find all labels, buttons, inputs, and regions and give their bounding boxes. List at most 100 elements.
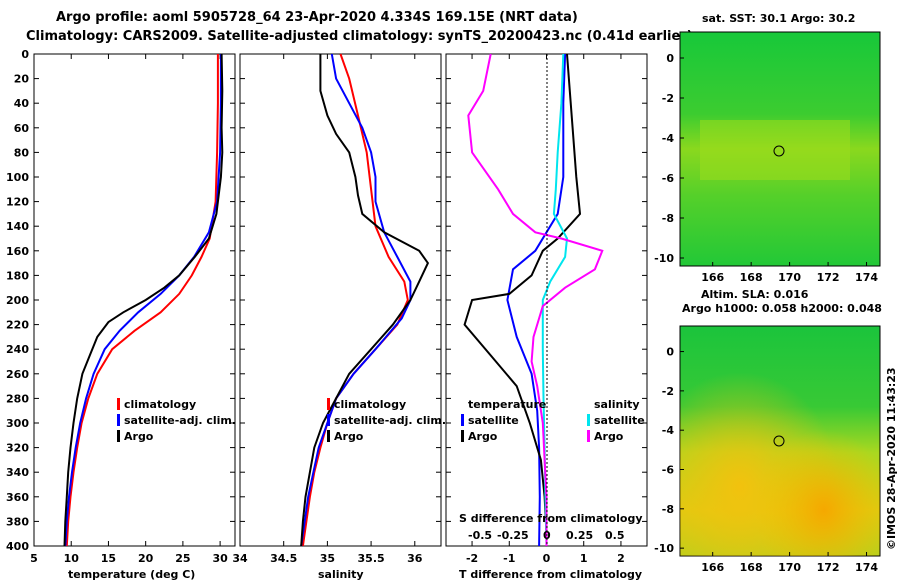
depth-tick-label: 20 — [14, 73, 30, 86]
depth-tick-label: 380 — [6, 515, 29, 528]
temperature-xtick-label: 25 — [175, 552, 190, 565]
legend-argo: Argo — [334, 430, 364, 443]
difference-xtick-label: 2 — [617, 552, 625, 565]
map-xtick-label: 172 — [817, 561, 840, 574]
depth-tick-label: 140 — [6, 220, 29, 233]
salinity-xlabel: salinity — [318, 568, 364, 580]
salinity-difference-axis-label: S difference from climatology — [459, 512, 643, 525]
salinity-xtick-label: 34 — [232, 552, 248, 565]
salinity-difference-ticks: -0.5 -0.25 0 0.25 0.5 — [468, 529, 625, 542]
salinity-xtick-label: 35 — [320, 552, 335, 565]
legend-swatch-s-satellite — [587, 414, 590, 426]
s-diff-tick-2: -0.25 — [497, 529, 529, 542]
temperature-xtick-label: 10 — [64, 552, 80, 565]
difference-xlabel: T difference from climatology — [459, 568, 642, 580]
map-ytick-label: -6 — [662, 172, 675, 185]
legend-swatch-argo — [327, 430, 330, 442]
map-xtick-label: 170 — [778, 271, 801, 284]
salinity-xtick-label: 35.5 — [358, 552, 385, 565]
map-xtick-label: 172 — [817, 271, 840, 284]
s-diff-tick-1: -0.5 — [468, 529, 492, 542]
map-ytick-label: -10 — [654, 542, 674, 555]
salinity-series-argo — [300, 54, 430, 547]
legend-salinity-title: salinity — [594, 398, 640, 411]
x-axes: 5 10 15 20 25 30 34 34.5 35 35.5 36 -2 -1 0 1 2 — [30, 54, 625, 565]
depth-tick-label: 300 — [6, 417, 29, 430]
legend-s-argo: Argo — [594, 430, 624, 443]
legend-swatch-s-argo — [587, 430, 590, 442]
legend-satellite-adj: satellite-adj. clim. — [334, 414, 446, 427]
depth-tick-label: 120 — [6, 196, 29, 209]
depth-tick-label: 240 — [6, 343, 29, 356]
salinity-legend: climatology satellite-adj. clim. Argo — [327, 398, 446, 443]
depth-tick-label: 60 — [14, 122, 30, 135]
map-xtick-label: 174 — [855, 561, 878, 574]
legend-climatology: climatology — [124, 398, 196, 411]
s-diff-tick-5: 0.5 — [605, 529, 625, 542]
legend-climatology: climatology — [334, 398, 406, 411]
depth-tick-label: 340 — [6, 466, 29, 479]
map-xtick-label: 166 — [701, 271, 724, 284]
legend-satellite-adj: satellite-adj. clim. — [124, 414, 236, 427]
argo-location-marker — [773, 145, 785, 157]
sst-map-title: sat. SST: 30.1 Argo: 30.2 — [702, 12, 855, 25]
figure-title-line1: Argo profile: aoml 5905728_64 23-Apr-202… — [56, 10, 578, 25]
depth-tick-label: 400 — [6, 540, 29, 553]
temperature-series-climatology — [65, 54, 219, 547]
sst-map-warm-patch — [700, 120, 850, 180]
temperature-xlabel: temperature (deg C) — [68, 568, 195, 580]
temperature-xtick-label: 20 — [138, 552, 154, 565]
map-ytick-label: -8 — [662, 503, 674, 516]
sla-map-high-b — [680, 326, 880, 556]
argo-location-marker — [773, 435, 785, 447]
salinity-xtick-label: 34.5 — [270, 552, 297, 565]
legend-argo: Argo — [124, 430, 154, 443]
map-ytick-label: -6 — [662, 464, 675, 477]
temperature-xtick-label: 5 — [30, 552, 38, 565]
sst-map-axes: 166 168 170 172 174 0 -2 -4 -6 -8 -10 — [654, 52, 878, 284]
difference-xtick-label: -1 — [503, 552, 515, 565]
map-ytick-label: -2 — [662, 385, 674, 398]
difference-series-temperature-argo — [463, 53, 582, 546]
depth-tick-label: 260 — [6, 368, 29, 381]
temperature-panel — [33, 53, 236, 547]
map-xtick-label: 174 — [855, 271, 878, 284]
s-diff-tick-4: 0.25 — [566, 529, 593, 542]
depth-tick-label: 40 — [14, 97, 30, 110]
profile-lines — [63, 53, 604, 547]
legend-swatch-climatology — [327, 398, 330, 410]
depth-tick-label: 280 — [6, 392, 29, 405]
depth-tick-label: 320 — [6, 442, 29, 455]
depth-tick-label: 80 — [14, 146, 30, 159]
map-xtick-label: 166 — [701, 561, 724, 574]
difference-xtick-label: 0 — [543, 552, 551, 565]
depth-tick-label: 200 — [6, 294, 29, 307]
map-ytick-label: -8 — [662, 212, 674, 225]
depth-tick-label: 100 — [6, 171, 29, 184]
legend-t-satellite: satellite — [468, 414, 519, 427]
legend-swatch-satellite — [327, 414, 330, 426]
s-diff-tick-3: 0 — [543, 529, 551, 542]
legend-t-argo: Argo — [468, 430, 498, 443]
credit-text: ©IMOS 28-Apr-2020 11:43:23 — [885, 367, 898, 550]
map-xtick-label: 168 — [740, 561, 763, 574]
depth-tick-label: 180 — [6, 269, 29, 282]
temperature-xtick-label: 15 — [101, 552, 116, 565]
temperature-legend: climatology satellite-adj. clim. Argo — [117, 398, 236, 443]
difference-legend: temperature satellite Argo salinity sate… — [461, 398, 645, 443]
map-ytick-label: 0 — [666, 52, 674, 65]
depth-tick-label: 160 — [6, 245, 29, 258]
legend-swatch-satellite — [117, 414, 120, 426]
difference-series-temperature-satellite — [506, 53, 567, 547]
difference-series-salinity-argo — [467, 53, 604, 546]
map-ytick-label: -2 — [662, 92, 674, 105]
depth-tick-label: 0 — [21, 48, 29, 61]
map-ytick-label: -4 — [662, 424, 675, 437]
legend-s-satellite: satellite — [594, 414, 645, 427]
sla-map-title-line1: Altim. SLA: 0.016 — [701, 288, 809, 301]
depth-tick-label: 360 — [6, 491, 29, 504]
map-xtick-label: 170 — [778, 561, 801, 574]
figure-title-line2: Climatology: CARS2009. Satellite-adjuste… — [26, 29, 693, 44]
difference-xtick-label: 1 — [580, 552, 588, 565]
